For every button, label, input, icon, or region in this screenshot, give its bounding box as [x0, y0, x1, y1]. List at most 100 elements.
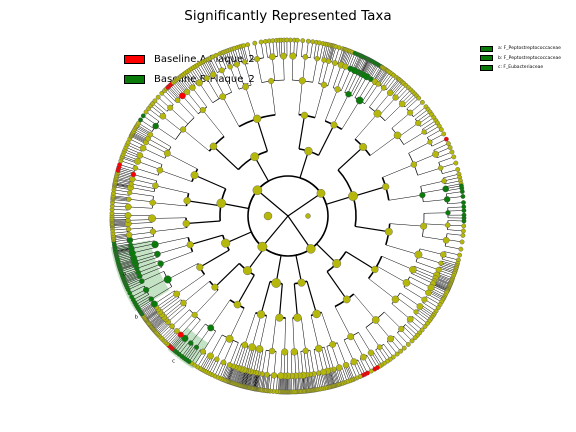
branch-line: [197, 353, 206, 368]
clade-legend-swatch: [480, 55, 493, 62]
branch-line: [156, 293, 177, 308]
branch-line: [332, 369, 338, 386]
branch-line: [132, 132, 148, 141]
taxon-node: [226, 362, 233, 368]
branch-line: [225, 231, 252, 244]
branch-line: [287, 215, 312, 250]
branch-arc: [299, 177, 328, 205]
branch-line: [115, 179, 132, 184]
taxon-node: [382, 183, 390, 191]
branch-line: [316, 373, 321, 390]
taxon-node: [461, 218, 467, 224]
branch-line: [386, 77, 397, 91]
taxon-node: [392, 94, 399, 101]
branch-line: [137, 298, 152, 307]
branch-line: [139, 155, 163, 165]
taxon-node: [289, 52, 297, 60]
taxon-node: [441, 178, 447, 184]
branch-line: [347, 364, 355, 380]
branch-line: [310, 41, 313, 58]
branch-line: [128, 206, 153, 209]
branch-line: [261, 350, 267, 374]
branch-line: [322, 61, 329, 85]
clade-letter-label: a: [123, 272, 126, 278]
branch-line: [132, 133, 147, 142]
branch-line: [124, 275, 140, 282]
branch-line: [423, 223, 448, 226]
taxon-node: [320, 81, 328, 89]
taxon-node: [449, 149, 455, 155]
branch-line: [283, 56, 285, 81]
taxon-node: [419, 191, 426, 199]
taxon-node: [345, 91, 352, 98]
taxon-node: [148, 214, 156, 223]
taxon-node: [398, 100, 406, 108]
branch-line: [126, 144, 142, 152]
taxon-node: [150, 300, 158, 308]
clade-label-layer: a b c: [123, 272, 175, 365]
branch-line: [176, 339, 188, 353]
branch-line: [391, 82, 403, 95]
branch-line: [382, 73, 393, 87]
branch-line: [297, 351, 300, 376]
branch-line: [326, 346, 334, 370]
taxon-node: [203, 75, 210, 82]
taxon-node: [422, 324, 428, 329]
branch-line: [167, 263, 198, 280]
taxon-node: [320, 368, 327, 376]
taxon-node: [414, 250, 423, 259]
branch-line: [232, 343, 242, 367]
branch-line: [152, 202, 187, 207]
branch-line: [157, 244, 191, 255]
branch-line: [115, 178, 132, 183]
branch-line: [115, 180, 132, 185]
taxon-node: [186, 241, 194, 249]
branch-line: [138, 299, 153, 309]
taxon-node: [258, 39, 264, 45]
branch-line: [140, 119, 155, 129]
taxon-node: [281, 348, 289, 356]
branch-line: [135, 127, 150, 136]
branch-line: [398, 122, 419, 138]
branch-line: [434, 280, 449, 288]
taxon-node: [314, 56, 320, 62]
taxon-node: [330, 121, 338, 129]
branch-line: [157, 323, 171, 335]
branch-line: [325, 44, 330, 61]
branch-line: [205, 357, 214, 372]
taxon-node: [140, 113, 146, 119]
clade-legend-swatch: [480, 45, 493, 52]
branch-line: [135, 167, 159, 176]
taxon-node: [157, 260, 164, 267]
branch-line: [141, 271, 164, 282]
branch-line: [179, 341, 190, 355]
branch-line: [122, 271, 139, 278]
branch-line: [137, 161, 161, 170]
branch-line: [182, 95, 199, 114]
branch-arc: [208, 135, 225, 152]
branch-line: [144, 308, 158, 319]
legend-swatch-red: [124, 54, 145, 64]
taxon-node: [252, 40, 258, 46]
taxon-node: [268, 78, 275, 85]
taxon-node: [180, 126, 187, 133]
taxon-node: [242, 83, 249, 91]
taxon-node: [127, 190, 133, 196]
branch-line: [254, 373, 259, 389]
branch-line: [305, 375, 308, 391]
branch-line: [271, 317, 277, 352]
branch-line: [443, 251, 460, 256]
branch-line: [381, 256, 414, 270]
branch-line: [296, 40, 298, 57]
branch-line: [403, 286, 425, 300]
branch-line: [222, 96, 240, 127]
branch-line: [186, 91, 203, 111]
branch-line: [266, 350, 271, 375]
branch-line: [257, 189, 289, 217]
taxon-node: [321, 57, 327, 63]
branch-line: [223, 51, 230, 68]
branch-line: [331, 46, 337, 63]
branch-line: [231, 367, 237, 383]
branch-line: [262, 374, 266, 391]
taxon-node: [277, 372, 285, 380]
